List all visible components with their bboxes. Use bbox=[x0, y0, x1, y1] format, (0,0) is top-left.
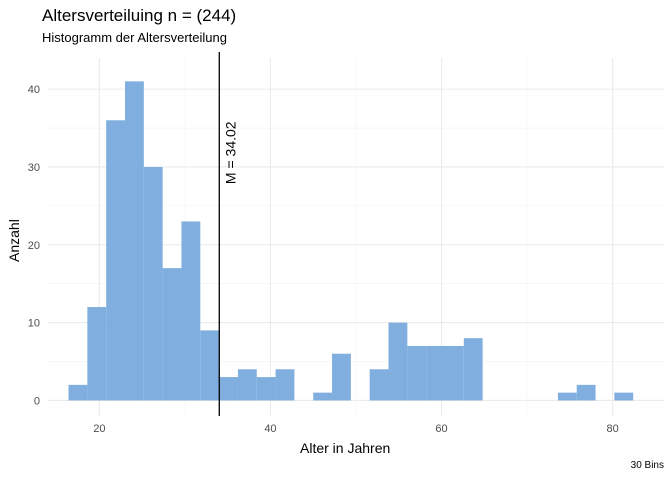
histogram-bar bbox=[388, 322, 408, 401]
y-axis-ticks: 0 10 20 30 40 bbox=[28, 84, 40, 407]
mean-annotation: M = 34.02 bbox=[218, 52, 238, 416]
y-tick-label: 0 bbox=[34, 395, 40, 407]
x-tick-label: 40 bbox=[264, 423, 276, 435]
chart-subtitle: Histogramm der Altersverteilung bbox=[42, 30, 227, 45]
histogram-bar bbox=[275, 369, 295, 401]
x-tick-label: 60 bbox=[435, 423, 447, 435]
x-tick-label: 20 bbox=[93, 423, 105, 435]
histogram-bar bbox=[143, 166, 163, 401]
histogram-bar bbox=[614, 392, 634, 401]
y-tick-label: 30 bbox=[28, 162, 40, 174]
x-tick-label: 80 bbox=[607, 423, 619, 435]
histogram-bar bbox=[313, 392, 333, 401]
mean-label: M = 34.02 bbox=[222, 121, 238, 184]
histogram-bar bbox=[87, 307, 107, 401]
chart-title: Altersverteiluing n = (244) bbox=[42, 6, 237, 25]
histogram-bar bbox=[426, 345, 445, 401]
histogram-bar bbox=[106, 120, 125, 401]
histogram-bar bbox=[557, 392, 577, 401]
histogram-bar bbox=[68, 384, 88, 401]
histogram-bar bbox=[219, 377, 238, 401]
histogram-bar bbox=[444, 345, 464, 401]
x-axis-label: Alter in Jahren bbox=[300, 440, 391, 456]
histogram-bar bbox=[576, 384, 596, 401]
chart-caption: 30 Bins bbox=[630, 460, 664, 471]
histogram-bar bbox=[237, 369, 257, 401]
histogram-bar bbox=[369, 369, 389, 401]
x-axis-ticks: 20 40 60 80 bbox=[93, 423, 619, 435]
histogram-bar bbox=[162, 268, 182, 401]
histogram-bar bbox=[125, 81, 144, 401]
histogram-bar bbox=[181, 221, 201, 401]
histogram-bar bbox=[200, 330, 220, 401]
histogram-bar bbox=[463, 338, 483, 401]
histogram-bar bbox=[256, 377, 276, 401]
histogram-bar bbox=[332, 353, 351, 401]
histogram-bar bbox=[407, 345, 427, 401]
y-tick-label: 10 bbox=[28, 318, 40, 330]
y-tick-label: 20 bbox=[28, 240, 40, 252]
histogram-bars bbox=[68, 81, 634, 401]
y-tick-label: 40 bbox=[28, 84, 40, 96]
